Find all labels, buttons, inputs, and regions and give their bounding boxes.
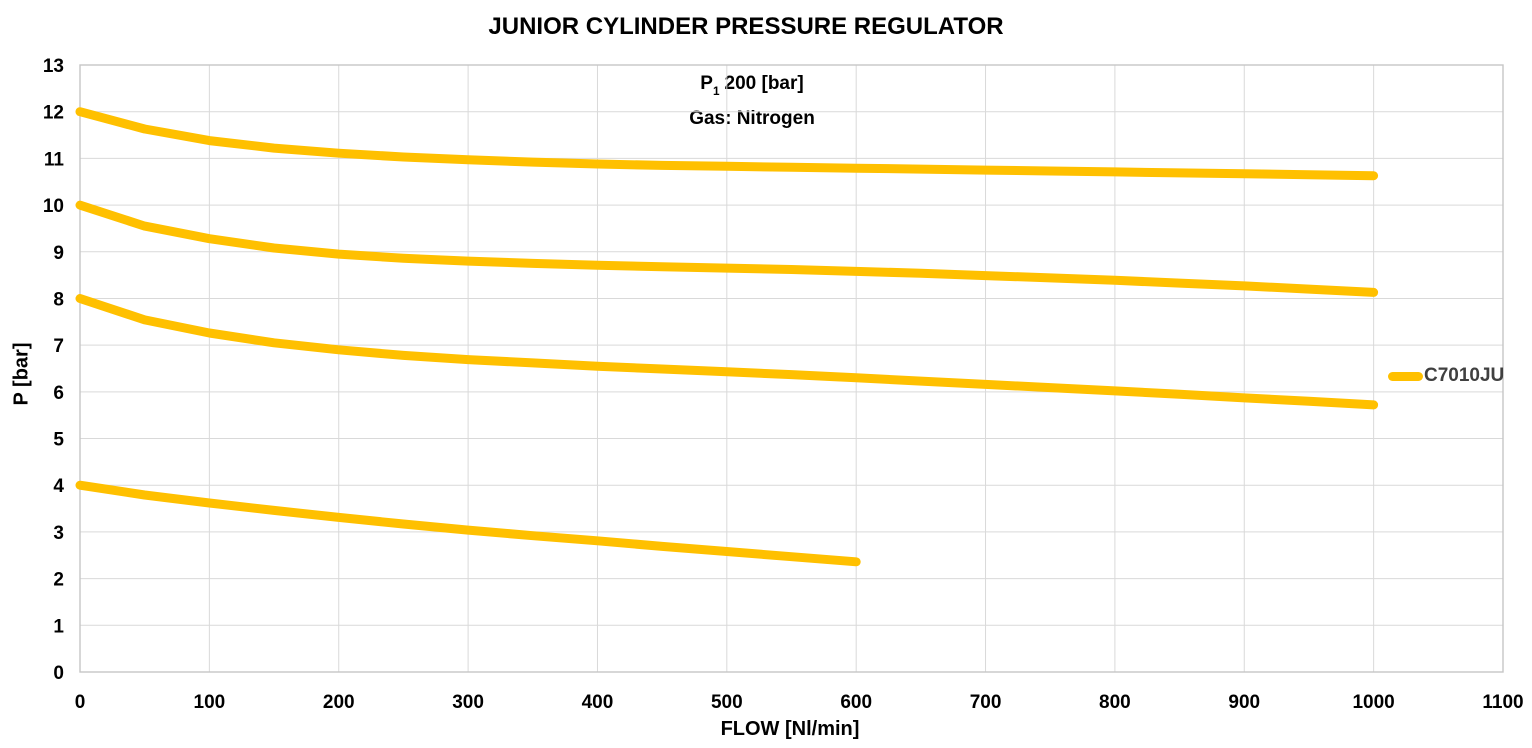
y-tick-label: 5	[53, 430, 64, 451]
x-axis-title: FLOW [Nl/min]	[720, 718, 860, 740]
y-tick-label: 11	[44, 149, 65, 170]
legend: C7010JU	[1388, 365, 1504, 387]
y-tick-label: 1	[53, 616, 64, 637]
plot-border	[79, 64, 1504, 673]
y-tick-label: 12	[43, 103, 64, 124]
x-tick-label: 300	[452, 692, 484, 713]
x-tick-label: 1000	[1352, 692, 1394, 713]
annotation-inlet-pressure: P1 200 [bar]	[700, 73, 804, 98]
y-tick-label: 13	[43, 56, 64, 77]
y-tick-label: 7	[53, 336, 64, 357]
annotation-pressure-value: 200 [bar]	[724, 73, 804, 94]
series-curve	[75, 480, 861, 567]
x-tick-label: 500	[711, 692, 743, 713]
y-tick-label: 4	[53, 476, 64, 497]
y-axis-title: P [bar]	[10, 342, 33, 406]
x-tick-label: 600	[840, 692, 872, 713]
annotation-pressure-subscript: 1	[712, 84, 720, 98]
legend-label: C7010JU	[1424, 365, 1505, 386]
x-tick-label: 400	[582, 692, 614, 713]
chart-annotation: P1 200 [bar] Gas: Nitrogen	[689, 70, 815, 132]
x-tick-label: 700	[970, 692, 1002, 713]
x-tick-label: 800	[1099, 692, 1131, 713]
series-curve	[75, 294, 1379, 410]
series-curve	[75, 107, 1379, 181]
annotation-gas: Gas: Nitrogen	[689, 107, 815, 129]
x-tick-label: 0	[75, 692, 86, 713]
x-tick-label: 100	[194, 692, 226, 713]
y-tick-label: 2	[53, 570, 64, 591]
x-tick-label: 900	[1228, 692, 1260, 713]
y-tick-label: 9	[53, 243, 64, 264]
y-tick-label: 0	[53, 663, 64, 684]
chart-title: JUNIOR CYLINDER PRESSURE REGULATOR	[488, 13, 1004, 40]
legend-line-marker	[1388, 371, 1423, 381]
x-tick-label: 200	[323, 692, 355, 713]
x-tick-label: 1100	[1482, 692, 1523, 713]
y-tick-label: 3	[53, 523, 64, 544]
y-tick-label: 10	[43, 196, 64, 217]
y-tick-label: 6	[53, 383, 64, 404]
y-tick-label: 8	[53, 289, 64, 310]
series-curve	[75, 200, 1379, 297]
